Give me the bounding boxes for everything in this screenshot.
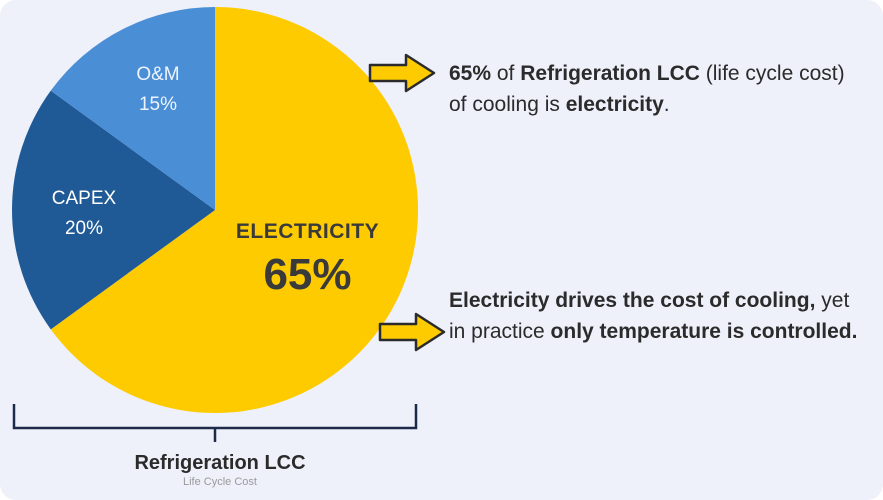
slice-om-percent: 15% — [138, 94, 178, 115]
slice-capex-name: CAPEX — [51, 188, 117, 209]
slice-label-electricity: ELECTRICITY 65% — [220, 220, 395, 300]
caption-subtitle: Life Cycle Cost — [183, 476, 257, 488]
note2-text: yet in practice — [449, 289, 850, 343]
note-temperature-control: Electricity drives the cost of cooling, … — [449, 285, 869, 347]
slice-electricity-percent: 65% — [263, 250, 352, 299]
note1-pct: 65% — [449, 62, 492, 85]
slice-capex-percent: 20% — [64, 218, 104, 239]
slice-om-name: O&M — [136, 64, 180, 85]
note1-text-a: of — [491, 62, 521, 85]
note2-bold-a: Electricity drives the cost of cooling, — [449, 289, 816, 312]
pie-slice-o-m — [50, 7, 216, 210]
pie-slice-electricity — [50, 7, 418, 413]
slice-electricity-name: ELECTRICITY — [235, 220, 380, 243]
right-arrow-icon — [368, 53, 436, 93]
pie-slice-capex — [11, 90, 215, 330]
note1-bold-electricity: electricity — [565, 93, 664, 116]
slice-label-capex: CAPEX 20% — [24, 184, 144, 244]
right-arrow-icon — [378, 312, 446, 352]
note2-bold-b: only temperature is controlled. — [550, 320, 858, 343]
note1-bold-lcc: Refrigeration LCC — [520, 62, 700, 85]
slice-label-om: O&M 15% — [98, 60, 218, 120]
caption-title: Refrigeration LCC — [134, 452, 306, 474]
note-electricity-share: 65% of Refrigeration LCC (life cycle cos… — [449, 58, 859, 120]
note1-text-b: (life cycle cost) of cooling is — [449, 62, 845, 116]
chart-caption: Refrigeration LCC Life Cycle Cost — [100, 452, 340, 488]
note1-text-c: . — [663, 93, 670, 116]
